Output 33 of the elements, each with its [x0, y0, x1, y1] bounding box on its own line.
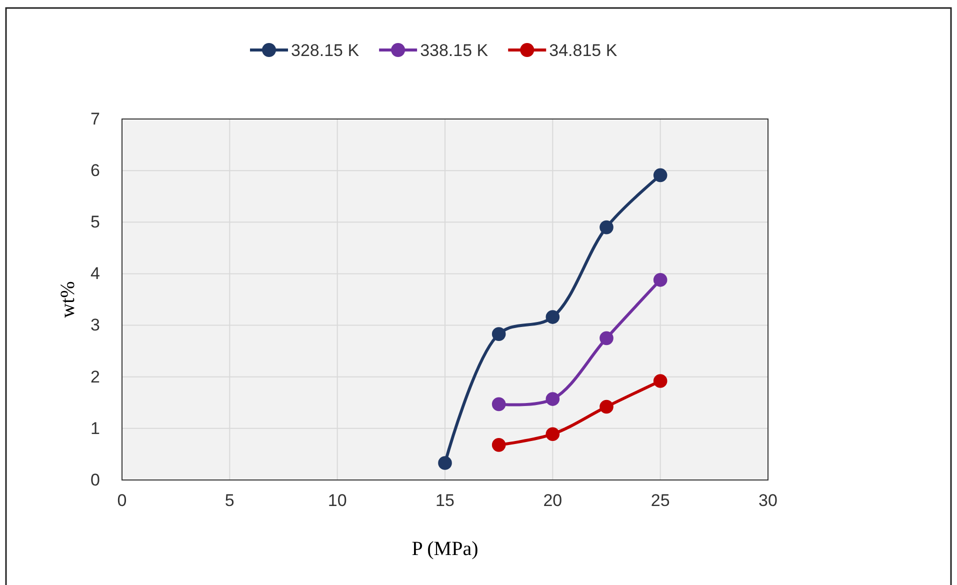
point	[492, 397, 506, 412]
y-tick-label: 5	[90, 212, 100, 232]
point	[546, 392, 560, 406]
point	[492, 327, 506, 341]
x-tick-label: 30	[758, 491, 778, 510]
point	[546, 427, 560, 441]
y-tick-label: 0	[90, 470, 100, 490]
legend-label: 34.815 K	[549, 41, 618, 60]
x-tick-label: 20	[543, 491, 562, 510]
y-tick-label: 3	[90, 316, 100, 335]
y-tick-label: 6	[90, 161, 100, 180]
x-tick-label: 15	[436, 491, 454, 510]
point	[546, 310, 560, 324]
point	[600, 220, 614, 234]
point	[653, 374, 668, 388]
x-axis-title: P (MPa)	[412, 538, 478, 560]
point	[438, 456, 452, 470]
x-tick-label: 10	[328, 491, 347, 510]
x-tick-label: 5	[224, 491, 234, 510]
y-tick-label: 7	[90, 109, 100, 128]
point	[653, 273, 668, 287]
point	[653, 168, 668, 182]
y-tick-label: 4	[90, 264, 100, 284]
x-tick-label: 25	[650, 491, 670, 510]
y-tick-label: 1	[90, 418, 100, 438]
x-tick-label: 0	[117, 491, 127, 510]
legend-label: 328.15 K	[291, 41, 360, 60]
point	[600, 400, 614, 414]
y-axis-title: wt%	[57, 281, 79, 318]
y-tick-label: 2	[90, 367, 100, 386]
point	[600, 331, 614, 346]
point	[492, 438, 506, 452]
legend-label: 338.15 K	[420, 41, 489, 60]
